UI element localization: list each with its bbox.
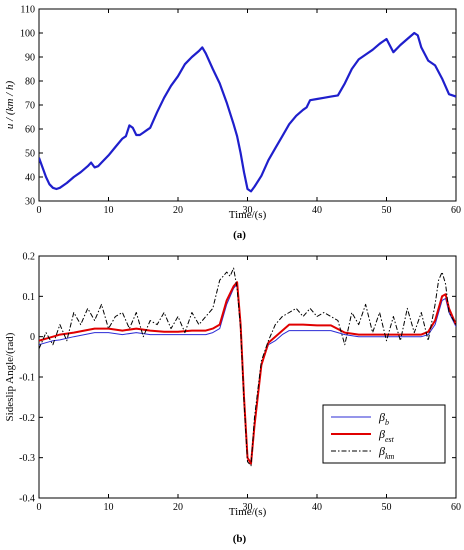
series-group <box>39 267 456 467</box>
y-tick-label: -0.4 <box>19 494 35 505</box>
series-group <box>39 31 456 193</box>
chart-b: 0 10 20 30 40 50 60 -0.4 -0.3 -0.2 -0.1 0 0.1 0.2 Time… <box>4 252 461 546</box>
legend-label-2: βkm <box>378 444 395 461</box>
legend-symbol: β <box>378 410 385 424</box>
x-axis-label: Time/(s) <box>229 209 267 221</box>
x-tick-label: 0 <box>37 205 42 216</box>
y-tick-label: 30 <box>25 197 35 208</box>
legend-subscript: b <box>385 418 389 427</box>
y-axis-label: u / (km / h) <box>4 81 16 130</box>
y-tick-label: 50 <box>25 149 35 160</box>
y-tick-label: 80 <box>25 77 35 88</box>
legend-symbol: β <box>378 444 385 458</box>
x-tick-label: 50 <box>382 502 392 513</box>
x-tick-label: 50 <box>382 205 392 216</box>
x-tick-label: 60 <box>451 502 461 513</box>
y-tick-label: -0.3 <box>19 453 35 464</box>
y-tick-label: 100 <box>20 29 35 40</box>
x-tick-label: 10 <box>104 502 114 513</box>
y-tick-label: -0.1 <box>19 373 35 384</box>
legend-symbol: β <box>378 427 385 441</box>
x-tick-label: 20 <box>173 502 183 513</box>
y-axis-label: Sideslip Angle/(rad) <box>4 332 16 421</box>
y-tick-label: 70 <box>25 101 35 112</box>
y-tick-label: 0.1 <box>23 292 36 303</box>
x-tick-label: 30 <box>243 502 253 513</box>
y-tick-label: 110 <box>20 5 35 16</box>
y-tick-label: 40 <box>25 173 35 184</box>
figure-caption: (b) <box>233 533 247 545</box>
chart-a: 0 10 20 30 40 50 60 30 40 50 60 70 80 90 100 110 Time/(s… <box>4 5 461 242</box>
y-tick-label: 60 <box>25 125 35 136</box>
y-tick-label: 0 <box>30 332 35 343</box>
x-tick-label: 0 <box>37 502 42 513</box>
x-axis-label: Time/(s) <box>229 506 267 518</box>
y-tick-label: -0.2 <box>19 413 35 424</box>
legend-subscript: km <box>385 452 395 461</box>
plot-frame <box>38 8 457 202</box>
series-line-2 <box>39 267 456 467</box>
x-tick-label: 10 <box>104 205 114 216</box>
legend-label-0: βb <box>378 410 389 427</box>
legend-label-1: βest <box>378 427 395 444</box>
x-tick-label: 40 <box>312 205 322 216</box>
series-line-0 <box>39 31 456 193</box>
x-tick-label: 60 <box>451 205 461 216</box>
y-tick-label: 0.2 <box>23 252 36 263</box>
y-tick-label: 90 <box>25 53 35 64</box>
x-tick-label: 30 <box>243 205 253 216</box>
figure-caption: (a) <box>233 229 246 241</box>
x-tick-label: 20 <box>173 205 183 216</box>
legend-subscript: est <box>385 435 395 444</box>
x-tick-label: 40 <box>312 502 322 513</box>
